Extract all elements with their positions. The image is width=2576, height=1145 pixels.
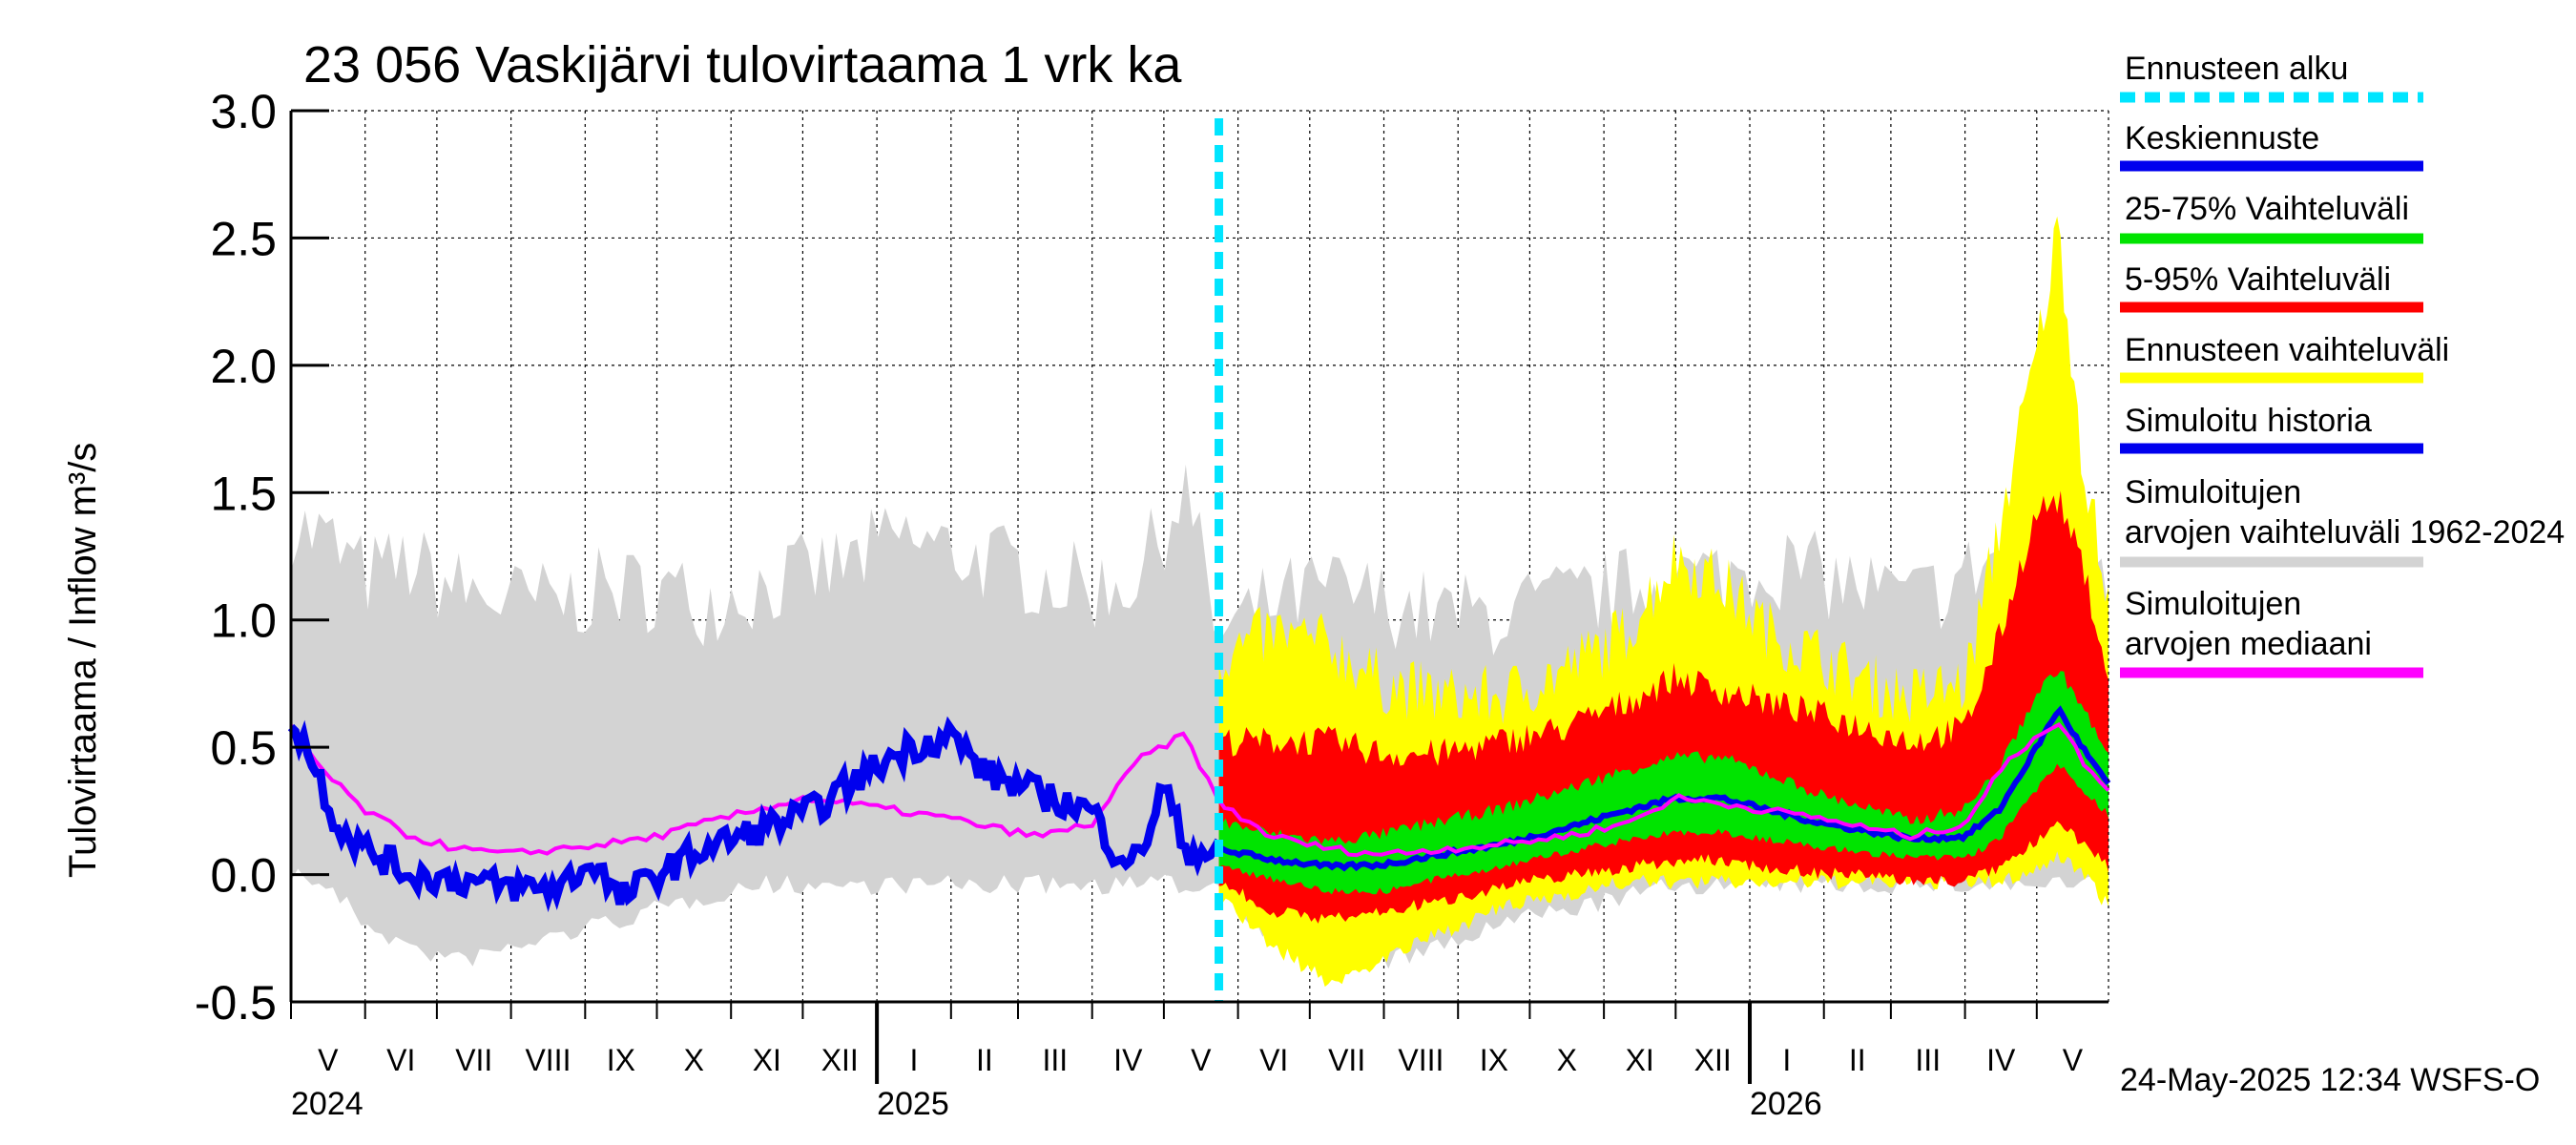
x-month-label: IV — [1113, 1043, 1143, 1077]
legend-label: Ennusteen vaihteluväli — [2125, 332, 2449, 368]
x-month-labels: V VI VII VIII IX X XI XII I II III IV V VI VII VIII IX X X… — [290, 1002, 2084, 1084]
x-year-label: 2025 — [877, 1086, 949, 1122]
y-tick-label: -0.5 — [195, 976, 277, 1030]
footer-timestamp: 24-May-2025 12:34 WSFS-O — [2120, 1062, 2540, 1098]
x-month-label: XII — [1694, 1043, 1732, 1077]
x-year-label: 2024 — [291, 1086, 364, 1122]
x-month-label: IV — [1986, 1043, 2016, 1077]
x-month-label: II — [1849, 1043, 1866, 1077]
legend: Ennusteen alku Keskiennuste 25-75% Vaihtel… — [2120, 51, 2565, 678]
y-tick-label: 2.0 — [210, 340, 277, 393]
forecast-median-line — [1218, 705, 2111, 872]
x-month-label: XI — [1626, 1043, 1654, 1077]
x-month-label: VII — [1328, 1043, 1365, 1077]
x-month-label: V — [2063, 1043, 2084, 1077]
y-tick-label: 3.0 — [210, 85, 277, 138]
x-month-label: I — [1782, 1043, 1791, 1077]
x-month-label: XI — [753, 1043, 781, 1077]
x-month-label: VIII — [525, 1043, 571, 1077]
x-year-labels: 2024 2025 2026 — [291, 1086, 1822, 1122]
x-month-label: V — [1191, 1043, 1212, 1077]
x-month-label: IX — [607, 1043, 635, 1077]
x-month-label: VI — [1259, 1043, 1288, 1077]
history-median-line — [289, 721, 2110, 858]
y-tick-label: 0.5 — [210, 721, 277, 775]
legend-label: arvojen mediaani — [2125, 626, 2372, 662]
y-tick-label: 1.5 — [210, 467, 277, 520]
legend-label: 25-75% Vaihteluväli — [2125, 191, 2409, 227]
legend-label: Simuloitujen — [2125, 586, 2301, 622]
data-lines — [287, 705, 2111, 913]
legend-label: Simuloitu historia — [2125, 403, 2372, 439]
x-month-label: VI — [386, 1043, 415, 1077]
y-tick-label: 0.0 — [210, 849, 277, 903]
x-month-label: XII — [821, 1043, 859, 1077]
x-month-label: X — [1557, 1043, 1577, 1077]
x-month-label: II — [976, 1043, 993, 1077]
chart-title: 23 056 Vaskijärvi tulovirtaama 1 vrk ka — [303, 36, 1182, 94]
simulated-history-line — [287, 716, 1223, 913]
y-tick-labels: -0.5 0.0 0.5 1.0 1.5 2.0 2.5 3.0 — [195, 85, 329, 1030]
y-tick-label: 2.5 — [210, 212, 277, 265]
x-year-label: 2026 — [1750, 1086, 1822, 1122]
x-month-label: X — [684, 1043, 704, 1077]
legend-label: 5-95% Vaihteluväli — [2125, 261, 2391, 298]
forecast-25-75-band — [1218, 671, 2109, 895]
legend-label: Simuloitujen — [2125, 474, 2301, 510]
x-month-label: III — [1915, 1043, 1941, 1077]
legend-label: Ennusteen alku — [2125, 51, 2348, 87]
legend-label: arvojen vaihteluväli 1962-2024 — [2125, 514, 2565, 551]
x-month-label: V — [318, 1043, 339, 1077]
plot-frame — [289, 110, 2109, 1004]
x-month-label: IX — [1480, 1043, 1508, 1077]
x-month-label: VII — [455, 1043, 492, 1077]
x-month-label: I — [910, 1043, 919, 1077]
legend-label: Keskiennuste — [2125, 120, 2319, 156]
y-axis-label: Tulovirtaama / Inflow m³/s — [62, 443, 104, 878]
x-month-label: III — [1043, 1043, 1069, 1077]
y-tick-label: 1.0 — [210, 594, 277, 648]
x-month-label: VIII — [1398, 1043, 1444, 1077]
